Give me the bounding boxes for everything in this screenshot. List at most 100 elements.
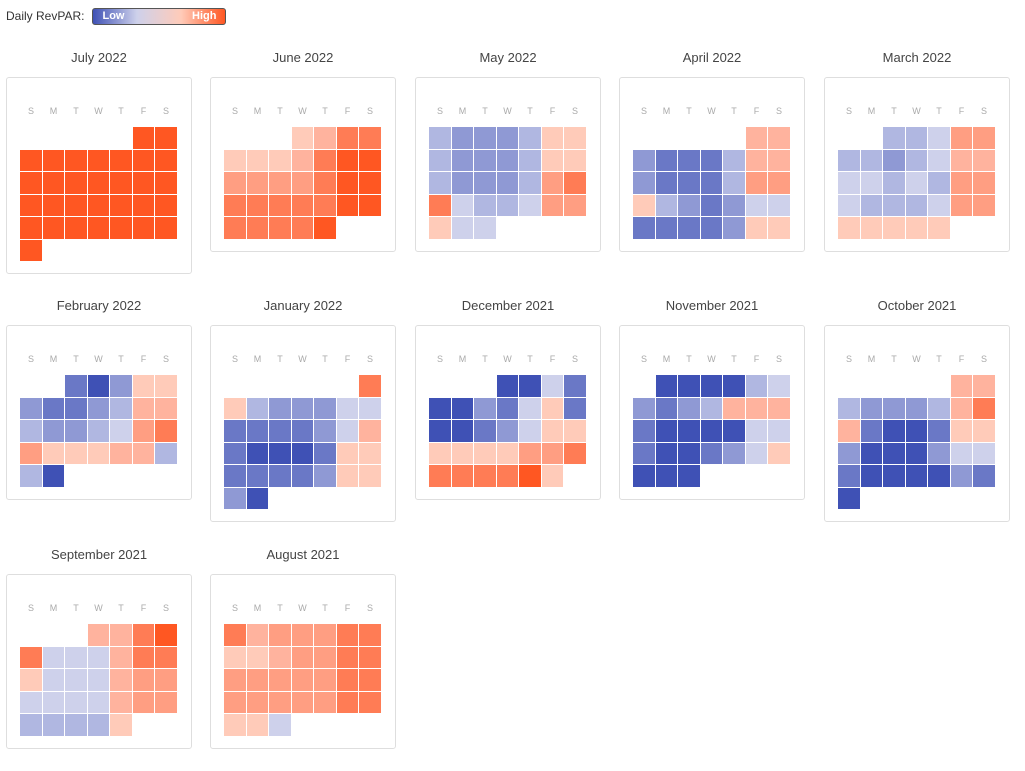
day-cell[interactable] xyxy=(678,465,701,488)
day-cell[interactable] xyxy=(20,149,43,172)
day-cell[interactable] xyxy=(132,194,155,217)
day-cell[interactable] xyxy=(314,172,337,195)
day-cell[interactable] xyxy=(860,420,883,443)
day-cell[interactable] xyxy=(20,217,43,240)
day-cell[interactable] xyxy=(541,149,564,172)
day-cell[interactable] xyxy=(314,217,337,240)
day-cell[interactable] xyxy=(883,149,906,172)
day-cell[interactable] xyxy=(451,172,474,195)
day-cell[interactable] xyxy=(905,217,928,240)
day-cell[interactable] xyxy=(20,691,43,714)
day-cell[interactable] xyxy=(950,127,973,150)
day-cell[interactable] xyxy=(496,442,519,465)
day-cell[interactable] xyxy=(42,149,65,172)
day-cell[interactable] xyxy=(224,669,247,692)
day-cell[interactable] xyxy=(519,442,542,465)
day-cell[interactable] xyxy=(246,420,269,443)
day-cell[interactable] xyxy=(905,127,928,150)
day-cell[interactable] xyxy=(928,172,951,195)
day-cell[interactable] xyxy=(519,420,542,443)
day-cell[interactable] xyxy=(700,442,723,465)
day-cell[interactable] xyxy=(359,691,382,714)
day-cell[interactable] xyxy=(269,714,292,737)
day-cell[interactable] xyxy=(246,646,269,669)
day-cell[interactable] xyxy=(928,149,951,172)
day-cell[interactable] xyxy=(246,397,269,420)
day-cell[interactable] xyxy=(474,397,497,420)
day-cell[interactable] xyxy=(87,149,110,172)
day-cell[interactable] xyxy=(42,465,65,488)
day-cell[interactable] xyxy=(291,624,314,647)
day-cell[interactable] xyxy=(246,172,269,195)
day-cell[interactable] xyxy=(132,624,155,647)
day-cell[interactable] xyxy=(429,397,452,420)
day-cell[interactable] xyxy=(678,375,701,398)
day-cell[interactable] xyxy=(745,149,768,172)
day-cell[interactable] xyxy=(87,624,110,647)
day-cell[interactable] xyxy=(655,397,678,420)
day-cell[interactable] xyxy=(496,397,519,420)
day-cell[interactable] xyxy=(496,149,519,172)
day-cell[interactable] xyxy=(564,127,587,150)
day-cell[interactable] xyxy=(269,420,292,443)
day-cell[interactable] xyxy=(860,194,883,217)
day-cell[interactable] xyxy=(20,442,43,465)
day-cell[interactable] xyxy=(860,172,883,195)
day-cell[interactable] xyxy=(291,646,314,669)
day-cell[interactable] xyxy=(519,465,542,488)
day-cell[interactable] xyxy=(905,397,928,420)
day-cell[interactable] xyxy=(655,172,678,195)
day-cell[interactable] xyxy=(451,420,474,443)
day-cell[interactable] xyxy=(541,397,564,420)
day-cell[interactable] xyxy=(110,397,133,420)
day-cell[interactable] xyxy=(224,194,247,217)
day-cell[interactable] xyxy=(519,375,542,398)
day-cell[interactable] xyxy=(768,149,791,172)
day-cell[interactable] xyxy=(928,397,951,420)
day-cell[interactable] xyxy=(132,442,155,465)
day-cell[interactable] xyxy=(768,442,791,465)
day-cell[interactable] xyxy=(224,624,247,647)
day-cell[interactable] xyxy=(269,217,292,240)
day-cell[interactable] xyxy=(224,646,247,669)
day-cell[interactable] xyxy=(224,172,247,195)
day-cell[interactable] xyxy=(838,487,861,510)
day-cell[interactable] xyxy=(65,149,88,172)
day-cell[interactable] xyxy=(359,172,382,195)
day-cell[interactable] xyxy=(973,442,996,465)
day-cell[interactable] xyxy=(745,420,768,443)
day-cell[interactable] xyxy=(20,669,43,692)
day-cell[interactable] xyxy=(314,691,337,714)
day-cell[interactable] xyxy=(246,149,269,172)
day-cell[interactable] xyxy=(655,442,678,465)
day-cell[interactable] xyxy=(700,375,723,398)
day-cell[interactable] xyxy=(496,420,519,443)
day-cell[interactable] xyxy=(87,397,110,420)
day-cell[interactable] xyxy=(723,149,746,172)
day-cell[interactable] xyxy=(541,172,564,195)
day-cell[interactable] xyxy=(429,194,452,217)
day-cell[interactable] xyxy=(359,646,382,669)
day-cell[interactable] xyxy=(541,375,564,398)
day-cell[interactable] xyxy=(359,624,382,647)
day-cell[interactable] xyxy=(20,239,43,262)
day-cell[interactable] xyxy=(336,420,359,443)
day-cell[interactable] xyxy=(336,624,359,647)
day-cell[interactable] xyxy=(950,172,973,195)
day-cell[interactable] xyxy=(973,127,996,150)
day-cell[interactable] xyxy=(768,397,791,420)
day-cell[interactable] xyxy=(838,465,861,488)
day-cell[interactable] xyxy=(87,194,110,217)
day-cell[interactable] xyxy=(973,397,996,420)
day-cell[interactable] xyxy=(20,172,43,195)
day-cell[interactable] xyxy=(224,420,247,443)
day-cell[interactable] xyxy=(745,217,768,240)
day-cell[interactable] xyxy=(132,691,155,714)
day-cell[interactable] xyxy=(132,669,155,692)
day-cell[interactable] xyxy=(110,375,133,398)
day-cell[interactable] xyxy=(336,149,359,172)
day-cell[interactable] xyxy=(541,194,564,217)
day-cell[interactable] xyxy=(883,194,906,217)
day-cell[interactable] xyxy=(564,194,587,217)
day-cell[interactable] xyxy=(700,217,723,240)
